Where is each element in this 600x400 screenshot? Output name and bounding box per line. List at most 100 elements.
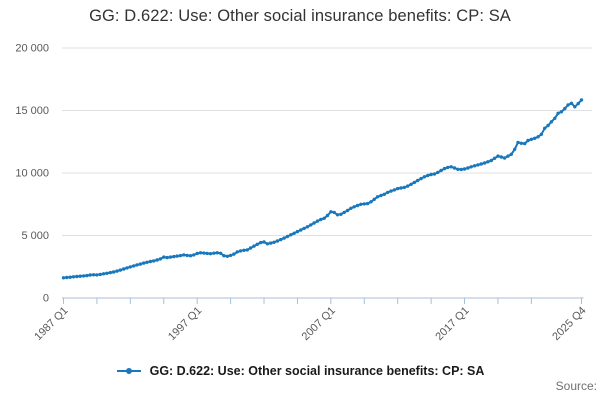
series-point — [529, 137, 534, 141]
series-point — [148, 259, 153, 264]
series-point — [285, 234, 290, 239]
series-point — [563, 106, 567, 111]
series-point — [359, 202, 363, 206]
series-point — [75, 274, 79, 279]
series-point — [192, 253, 196, 257]
series-point — [379, 193, 383, 198]
series-point — [289, 233, 293, 237]
series-point — [432, 172, 437, 176]
series-point — [462, 167, 467, 171]
series-point — [406, 184, 410, 188]
series-point — [452, 166, 457, 170]
series-point — [178, 253, 183, 258]
legend-item[interactable]: GG: D.622: Use: Other social insurance b… — [0, 362, 600, 380]
series-point — [389, 189, 393, 193]
series-point — [526, 138, 530, 143]
series-point — [345, 208, 350, 213]
series-point — [215, 251, 219, 255]
series-point — [492, 156, 497, 160]
series-point — [479, 162, 483, 166]
series-point — [299, 228, 303, 232]
series-point — [442, 166, 447, 171]
series-point — [232, 252, 236, 256]
y-axis-tick-label: 20 000 — [15, 43, 49, 55]
series-point — [295, 229, 300, 234]
series-point — [422, 175, 427, 179]
series-point — [172, 254, 176, 259]
series-point — [182, 253, 186, 257]
series-point — [282, 236, 286, 240]
series-point — [556, 111, 560, 116]
series-point — [546, 123, 550, 128]
series-point — [523, 141, 527, 146]
series-point — [543, 126, 547, 130]
series-point — [419, 176, 423, 181]
series-point — [539, 132, 544, 136]
series-point — [482, 161, 487, 165]
series-point — [576, 101, 580, 106]
series-point — [469, 165, 473, 169]
series-point — [305, 225, 310, 229]
legend-line-marker-icon — [116, 368, 141, 374]
series-point — [95, 273, 99, 277]
x-axis-tick-label: 2007 Q1 — [300, 305, 338, 343]
series-point — [168, 255, 173, 259]
series-point — [349, 206, 353, 210]
series-point — [416, 178, 420, 183]
series-point — [132, 264, 136, 268]
series-point — [489, 158, 493, 163]
series-point — [486, 160, 490, 164]
series-line[interactable] — [62, 99, 583, 279]
series-point — [513, 147, 517, 151]
y-axis-tick-label: 15 000 — [15, 105, 49, 117]
series-point — [272, 240, 276, 244]
series-point — [429, 172, 433, 177]
series-point — [569, 101, 574, 106]
series-point — [152, 259, 156, 263]
series-point — [279, 237, 283, 242]
series-point — [322, 216, 326, 220]
series-point — [71, 275, 76, 279]
y-axis-tick-label: 5 000 — [21, 230, 49, 242]
series-point — [579, 98, 584, 102]
series-point — [68, 275, 72, 279]
series-point — [519, 141, 523, 145]
series-point — [108, 270, 113, 275]
series-point — [325, 213, 330, 218]
series-point — [392, 188, 397, 192]
series-point — [362, 202, 366, 206]
series-point — [238, 249, 243, 253]
x-axis-tick-label: 1997 Q1 — [166, 305, 204, 343]
series-point — [208, 252, 213, 256]
series-point — [61, 276, 66, 280]
y-axis-tick-label: 10 000 — [15, 168, 49, 180]
series-point — [222, 254, 226, 258]
source-label: Source: — [555, 379, 597, 393]
series-point — [309, 223, 313, 227]
chart-title: GG: D.622: Use: Other social insurance b… — [89, 7, 511, 25]
series-point — [553, 116, 557, 121]
series-point — [245, 248, 249, 252]
series-point — [369, 200, 373, 204]
series-point — [559, 110, 564, 114]
series-point — [302, 226, 306, 231]
series-point — [259, 240, 263, 245]
series-point — [142, 261, 146, 265]
series-point — [399, 186, 403, 190]
series-point — [111, 270, 116, 274]
series-point — [509, 152, 513, 156]
series-point — [456, 167, 460, 171]
series-point — [228, 253, 233, 258]
series-point — [436, 170, 440, 175]
series-point — [459, 167, 463, 172]
series-point — [329, 210, 333, 214]
series-point — [496, 154, 500, 158]
series-point — [499, 155, 503, 159]
series-point — [118, 268, 123, 272]
series-point — [466, 166, 470, 170]
series-point — [122, 267, 126, 271]
series-point — [98, 272, 103, 277]
series-point — [265, 242, 270, 246]
